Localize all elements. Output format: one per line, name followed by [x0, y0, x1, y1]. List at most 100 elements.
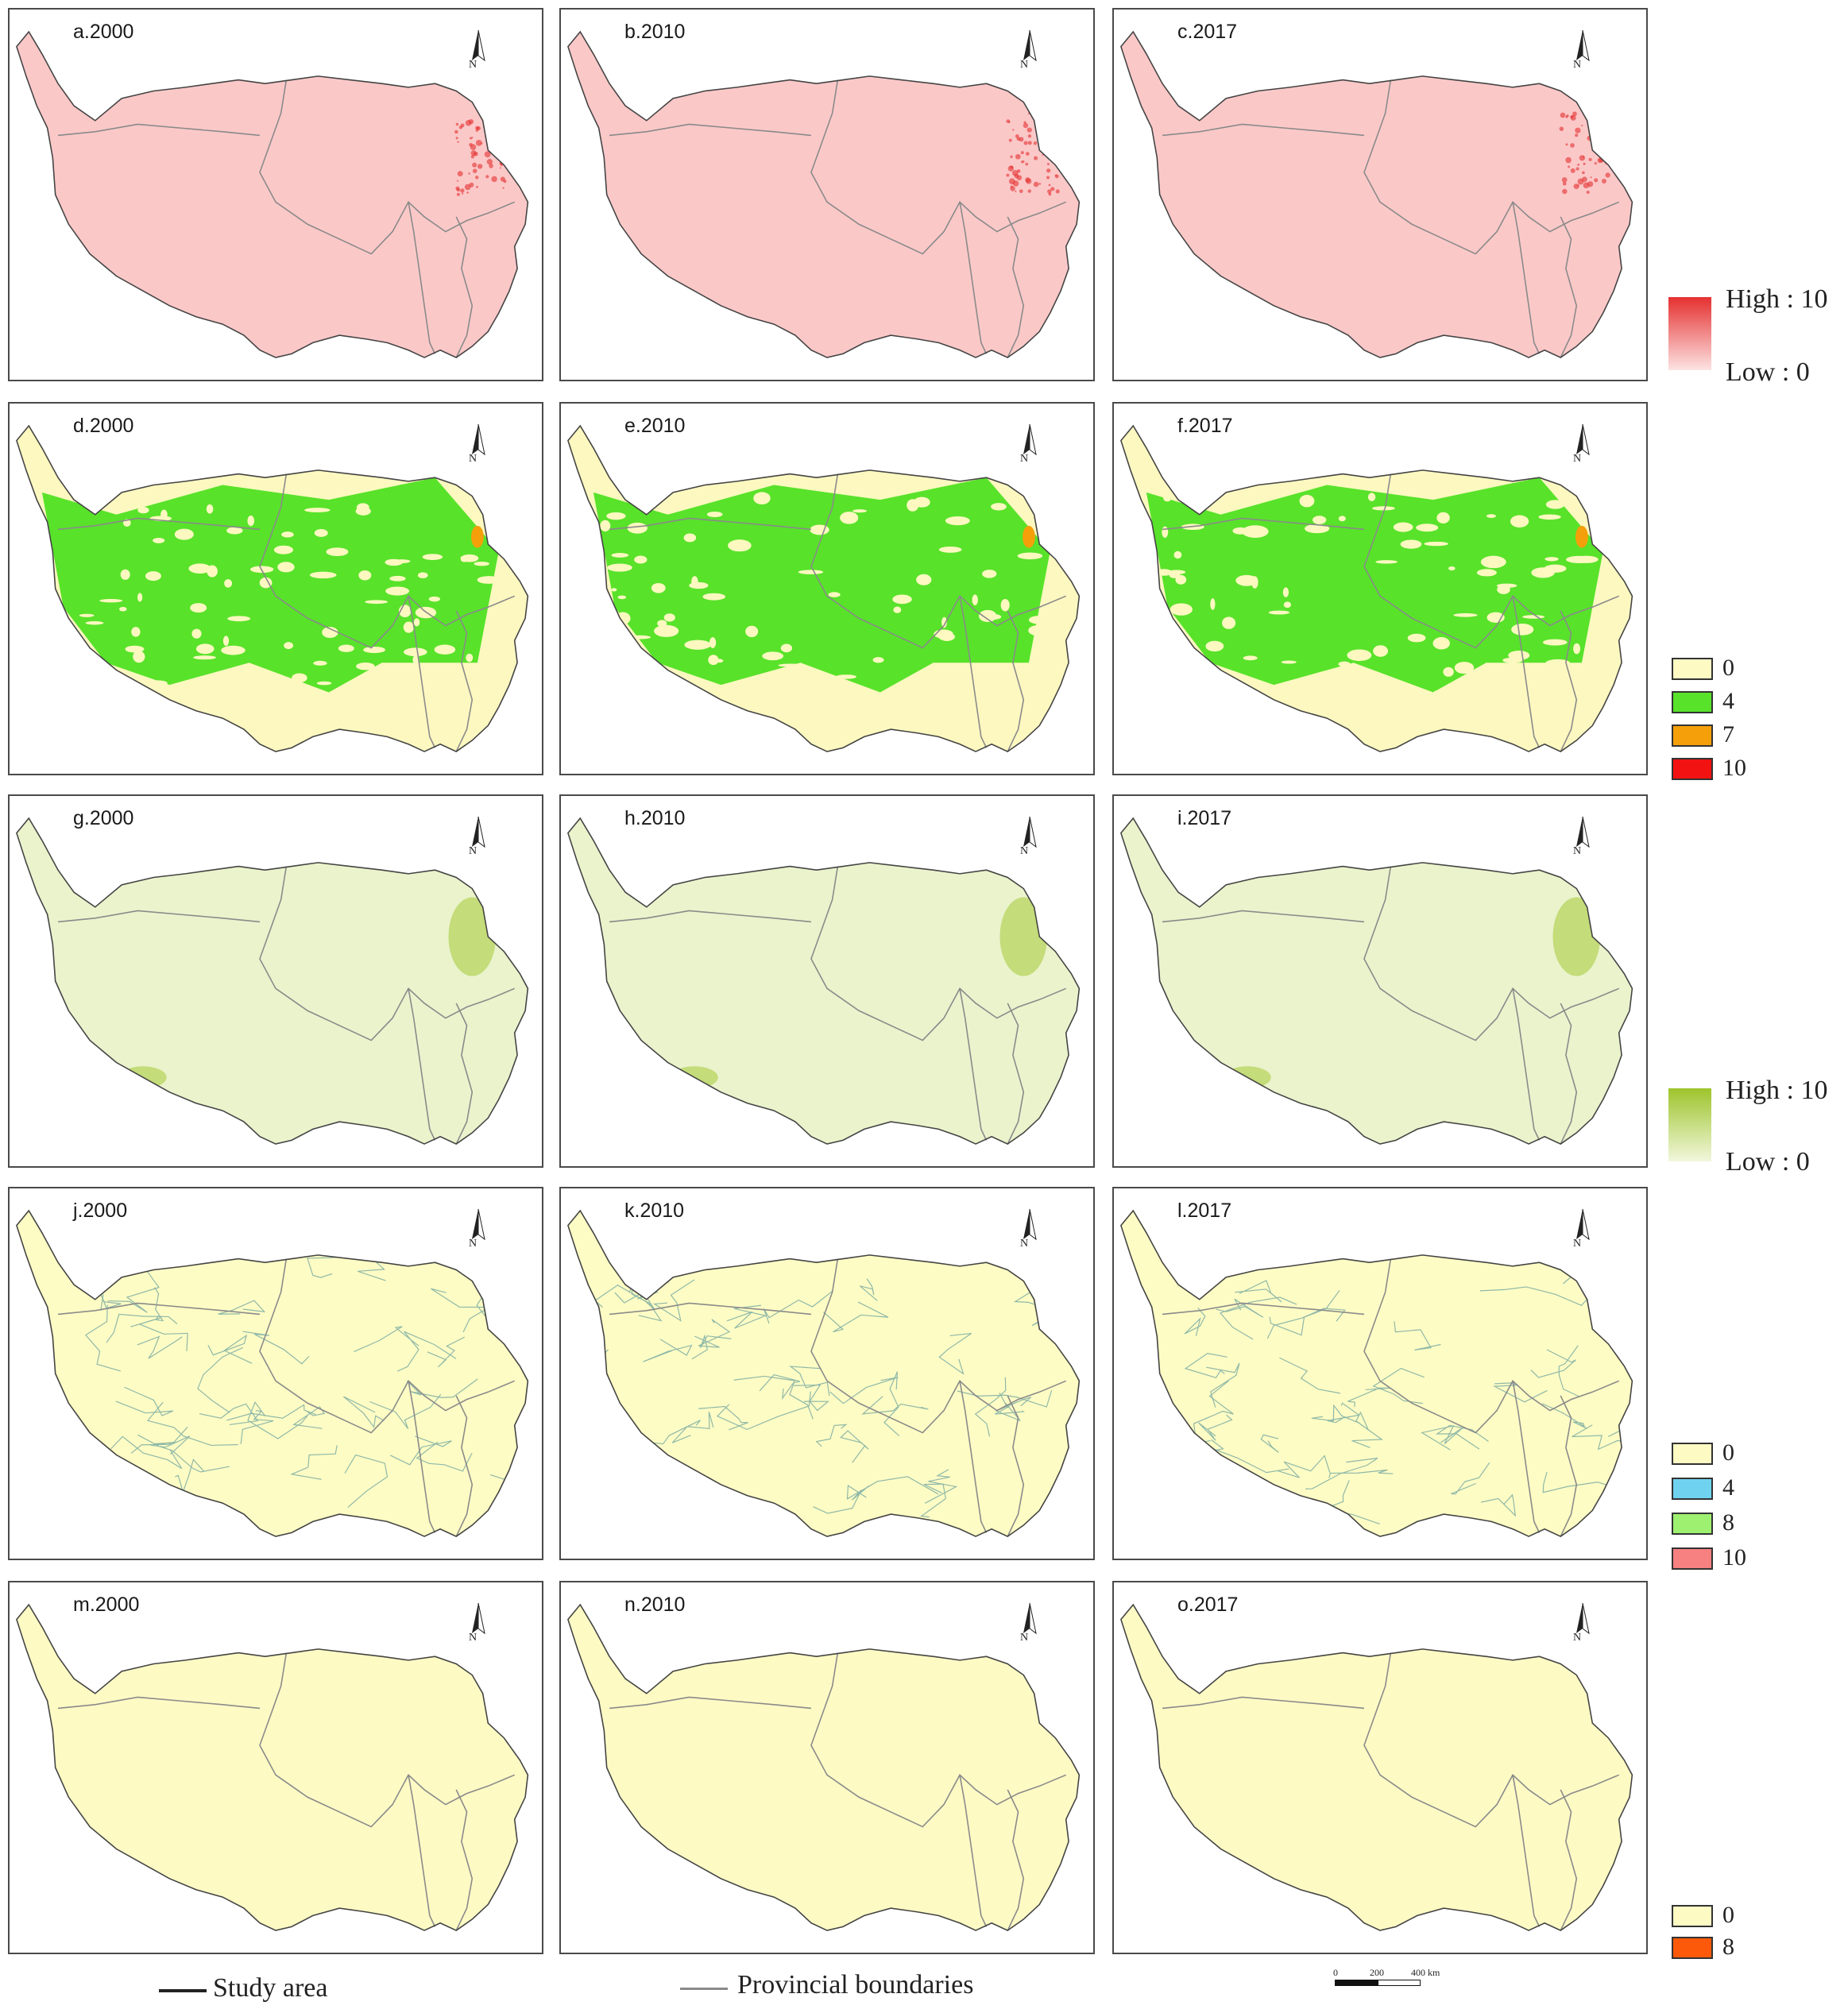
class-0-patch: [1436, 512, 1450, 524]
class-0-patch: [1538, 514, 1561, 520]
legend-swatch: [1672, 1443, 1713, 1465]
class-0-patch: [428, 596, 440, 602]
road-line: [840, 1430, 869, 1463]
hotspot: [1565, 143, 1568, 146]
class-0-patch: [810, 524, 829, 535]
provincial-boundary: [408, 596, 436, 748]
road-line: [115, 1386, 174, 1416]
class-0-patch: [942, 690, 961, 696]
map-panel-d.2000: d.2000 N: [8, 402, 543, 775]
hotspot: [1046, 163, 1050, 166]
class-0-patch: [883, 714, 895, 721]
hotspot: [491, 143, 497, 149]
hotspot: [1603, 119, 1608, 123]
class-0-patch: [684, 639, 711, 650]
hotspot: [1010, 155, 1013, 159]
north-arrow-icon: N: [1014, 1602, 1046, 1649]
hotspot: [1575, 127, 1581, 133]
north-arrow-icon: N: [1567, 1602, 1599, 1649]
road-line: [290, 1445, 338, 1480]
hotspot: [1594, 178, 1599, 183]
hotspot: [454, 129, 458, 134]
class-0-patch: [663, 613, 675, 622]
class-0-patch: [1347, 649, 1372, 662]
hotspot: [499, 150, 505, 157]
class-0-patch: [281, 531, 294, 538]
hotspot: [455, 186, 460, 191]
provincial-boundary: [1162, 123, 1365, 137]
map-panel-m.2000: m.2000 N: [8, 1581, 543, 1954]
panel-label: m.2000: [73, 1594, 140, 1616]
road-line: [652, 1279, 695, 1322]
class-0-patch: [292, 673, 307, 683]
provincial-boundary: [57, 1696, 261, 1710]
legend-swatch: [1672, 1905, 1713, 1927]
class-0-patch: [1150, 651, 1164, 662]
class-0-patch: [1305, 524, 1330, 534]
road-line: [823, 1301, 889, 1333]
north-arrow-icon: N: [1567, 815, 1599, 863]
class-0-patch: [670, 713, 694, 721]
hotspot: [1591, 114, 1595, 118]
hotspot: [1044, 144, 1048, 149]
hotspot: [1587, 181, 1594, 187]
road-line: [146, 1401, 238, 1447]
scale-label-400: 400 km: [1411, 1967, 1440, 1978]
class-0-patch: [1028, 625, 1047, 636]
hotspot: [457, 141, 459, 143]
class-0-patch: [651, 582, 666, 593]
road-line: [1184, 1307, 1206, 1336]
class-0-patch: [926, 670, 932, 681]
class-0-patch: [1448, 566, 1456, 571]
north-label: N: [469, 1632, 477, 1644]
provincial-boundary: [959, 596, 988, 748]
class-0-patch: [844, 695, 850, 700]
class-0-patch: [125, 645, 145, 653]
provincial-boundary: [408, 988, 436, 1141]
class-0-patch: [1205, 640, 1224, 652]
road-line: [226, 1404, 316, 1421]
class-0-patch: [840, 512, 859, 524]
legend-swatch-label: 10: [1722, 1544, 1746, 1571]
road-line: [716, 1391, 811, 1431]
road-line: [242, 1331, 310, 1365]
hotspot: [1605, 110, 1610, 116]
class-0-patch: [356, 503, 369, 512]
class-0-patch: [422, 554, 443, 560]
hotspot: [505, 150, 511, 156]
class-0-patch: [190, 603, 207, 613]
map-panel-b.2010: b.2010 N: [559, 8, 1095, 381]
class-0-patch: [1375, 560, 1398, 564]
class-0-patch: [273, 545, 294, 554]
class-0-patch: [1511, 624, 1534, 636]
road-line: [861, 1396, 929, 1415]
plateau-map: [567, 30, 1081, 358]
provincial-boundary: [455, 610, 474, 752]
class-0-patch: [1496, 583, 1517, 588]
road-line: [698, 1405, 748, 1431]
class-0-patch: [709, 637, 717, 648]
road-line: [175, 1459, 205, 1494]
class-0-patch: [828, 592, 841, 597]
hotspot: [1573, 184, 1579, 190]
class-0-patch: [85, 620, 104, 625]
class-0-patch: [227, 616, 251, 622]
plateau-map: [567, 424, 1081, 752]
road-line: [1220, 1296, 1297, 1340]
class-0-patch: [66, 626, 81, 635]
class-0-patch: [606, 512, 626, 520]
class-0-patch: [635, 499, 651, 505]
road-line: [87, 1463, 119, 1520]
class-0-patch: [221, 645, 245, 655]
plateau-map: [16, 817, 529, 1145]
class-0-patch: [224, 579, 233, 588]
provincial-boundary: [609, 910, 812, 923]
road-line: [813, 1485, 869, 1514]
road-line: [207, 1334, 253, 1364]
hotspot: [1050, 187, 1055, 191]
study-area-boundary: [567, 30, 1081, 358]
hotspot: [1610, 137, 1615, 141]
provincial-boundary: [1007, 216, 1025, 358]
class-0-patch: [1542, 639, 1568, 646]
class-0-patch: [872, 657, 884, 663]
